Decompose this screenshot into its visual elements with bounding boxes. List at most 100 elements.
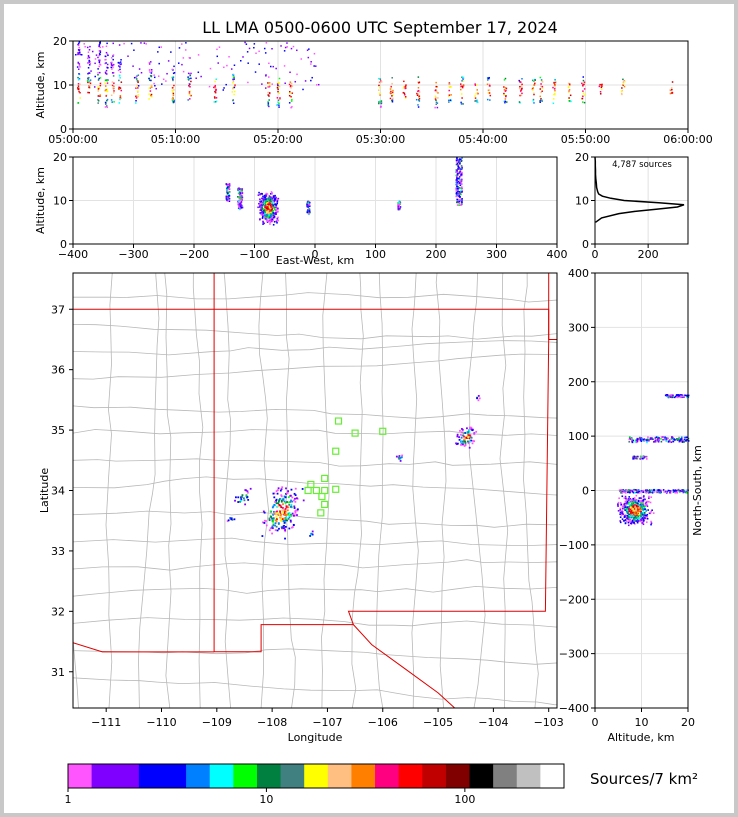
- source-point: [637, 515, 640, 518]
- source-point: [583, 82, 585, 84]
- source-point: [649, 438, 652, 440]
- source-point: [307, 202, 310, 204]
- source-point: [456, 204, 459, 206]
- source-point: [462, 77, 465, 79]
- source-point: [233, 64, 236, 67]
- source-point: [172, 96, 174, 99]
- source-point: [641, 513, 644, 515]
- source-point: [276, 221, 278, 224]
- source-point: [272, 204, 274, 207]
- x-tick-label: −104: [478, 716, 508, 729]
- source-point: [120, 89, 123, 92]
- source-point: [601, 85, 603, 87]
- source-point: [521, 87, 523, 90]
- source-point: [268, 82, 271, 84]
- source-point: [379, 101, 381, 103]
- source-point: [686, 491, 688, 494]
- source-point: [267, 206, 269, 209]
- x-tick-label: 05:10:00: [151, 133, 200, 146]
- source-point: [627, 521, 630, 524]
- x-tick-label: 100: [365, 248, 386, 261]
- source-point: [487, 77, 490, 80]
- source-point: [291, 526, 293, 529]
- source-point: [150, 93, 153, 96]
- source-point: [461, 203, 463, 206]
- source-point: [634, 505, 636, 508]
- source-point: [106, 53, 109, 55]
- source-point: [106, 82, 109, 84]
- source-point: [488, 83, 491, 86]
- source-point: [289, 92, 291, 95]
- source-point: [287, 513, 290, 516]
- source-point: [172, 94, 175, 96]
- source-point: [238, 206, 241, 209]
- source-point: [686, 394, 688, 397]
- source-point: [641, 517, 643, 520]
- source-point: [282, 511, 284, 514]
- source-point: [276, 199, 279, 202]
- source-point: [269, 216, 272, 218]
- source-point: [289, 519, 292, 522]
- source-point: [648, 490, 651, 492]
- source-point: [638, 490, 641, 493]
- source-point: [391, 91, 394, 94]
- source-point: [399, 207, 401, 209]
- source-point: [378, 102, 380, 105]
- source-point: [390, 90, 392, 93]
- source-point: [623, 505, 626, 507]
- source-point: [541, 100, 543, 102]
- source-point: [99, 59, 101, 61]
- source-point: [644, 502, 647, 505]
- source-point: [638, 437, 641, 439]
- source-point: [279, 98, 281, 100]
- source-point: [277, 207, 279, 210]
- source-point: [214, 86, 217, 89]
- source-point: [418, 95, 421, 97]
- source-point: [275, 203, 277, 206]
- source-point: [488, 84, 491, 87]
- source-point: [670, 436, 673, 438]
- source-point: [553, 82, 555, 84]
- source-point: [460, 93, 463, 95]
- source-point: [486, 83, 489, 86]
- source-point: [226, 190, 229, 192]
- source-point: [397, 204, 399, 206]
- source-point: [650, 520, 652, 523]
- source-point: [272, 523, 275, 526]
- colorbar-swatch: [516, 764, 541, 788]
- source-point: [216, 55, 219, 58]
- source-point: [277, 502, 280, 505]
- source-point: [238, 200, 240, 203]
- source-point: [632, 509, 635, 511]
- source-point: [265, 198, 267, 200]
- y-tick-label: −200: [559, 593, 589, 606]
- source-point: [677, 394, 679, 396]
- source-point: [265, 199, 268, 202]
- source-point: [456, 176, 458, 179]
- source-point: [80, 54, 83, 56]
- source-point: [487, 79, 489, 81]
- source-point: [623, 497, 626, 500]
- source-point: [672, 440, 675, 443]
- source-point: [106, 88, 109, 91]
- source-point: [149, 74, 152, 77]
- source-point: [642, 501, 644, 504]
- source-point: [639, 509, 641, 512]
- source-point: [460, 159, 463, 162]
- source-point: [657, 440, 660, 443]
- source-point: [274, 513, 277, 516]
- source-point: [489, 99, 491, 101]
- source-point: [105, 105, 108, 107]
- source-point: [225, 83, 227, 86]
- lma-station-marker: [321, 486, 329, 495]
- source-point: [284, 529, 286, 531]
- source-point: [269, 200, 271, 202]
- source-point: [460, 190, 462, 192]
- source-point: [464, 432, 467, 434]
- county-boundary: [73, 458, 557, 467]
- source-point: [284, 511, 287, 513]
- source-point: [135, 76, 137, 78]
- county-boundary: [73, 559, 557, 571]
- source-point: [241, 206, 244, 209]
- source-point: [105, 90, 108, 92]
